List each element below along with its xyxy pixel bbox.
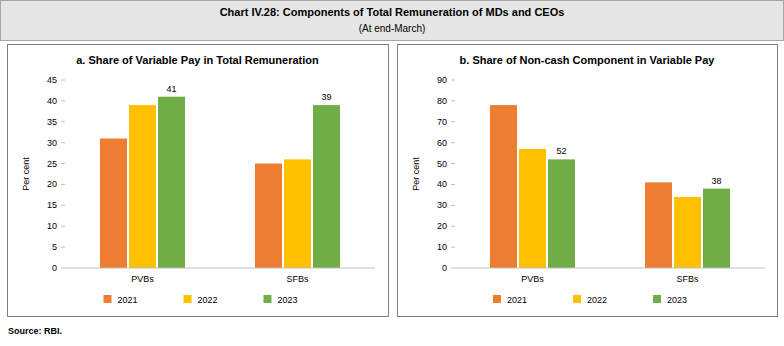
y-tick <box>61 121 65 122</box>
y-tick <box>451 100 455 101</box>
legend-label: 2023 <box>278 295 298 305</box>
y-tick <box>451 80 455 81</box>
bar <box>158 97 185 268</box>
y-tick-label: 10 <box>437 242 447 252</box>
y-tick <box>61 205 65 206</box>
y-tick-label: 25 <box>47 159 57 169</box>
y-tick-label: 40 <box>47 96 57 106</box>
legend-swatch <box>653 295 661 303</box>
x-tick-label: SFBs <box>676 274 699 284</box>
panel-frame <box>398 45 778 317</box>
panel-frame <box>8 45 389 317</box>
y-tick-label: 80 <box>437 96 447 106</box>
y-tick <box>61 184 65 185</box>
x-axis-line <box>65 268 375 269</box>
bar <box>490 105 517 268</box>
panel: a. Share of Variable Pay in Total Remune… <box>8 45 389 317</box>
bar <box>313 105 340 268</box>
legend-label: 2023 <box>667 295 687 305</box>
y-axis-label: Per cent <box>21 157 31 191</box>
legend-label: 2022 <box>198 295 218 305</box>
y-tick <box>61 247 65 248</box>
y-tick-label: 30 <box>47 138 57 148</box>
x-tick-label: PVBs <box>131 274 154 284</box>
y-tick <box>61 226 65 227</box>
y-tick-label: 40 <box>437 179 447 189</box>
y-tick <box>451 205 455 206</box>
bar <box>703 189 730 268</box>
y-tick <box>451 121 455 122</box>
y-tick-label: 10 <box>47 221 57 231</box>
y-tick <box>61 163 65 164</box>
legend-label: 2022 <box>587 295 607 305</box>
y-tick-label: 20 <box>47 179 57 189</box>
data-label: 52 <box>556 146 566 156</box>
y-tick-label: 15 <box>47 200 57 210</box>
bar <box>548 159 575 268</box>
y-tick-label: 50 <box>437 159 447 169</box>
bars <box>490 105 730 268</box>
title: Chart IV.28: Components of Total Remuner… <box>220 6 565 18</box>
legend-label: 2021 <box>118 295 138 305</box>
y-tick <box>451 268 455 269</box>
y-tick-label: 30 <box>437 200 447 210</box>
y-tick <box>451 247 455 248</box>
header-box <box>1 1 784 41</box>
panel-title: a. Share of Variable Pay in Total Remune… <box>76 54 319 66</box>
y-tick <box>61 80 65 81</box>
y-tick-label: 35 <box>47 117 57 127</box>
y-tick <box>61 100 65 101</box>
bar <box>645 182 672 268</box>
x-axis-line <box>455 268 765 269</box>
bar <box>284 159 311 268</box>
panel-title: b. Share of Non-cash Component in Variab… <box>460 54 716 66</box>
legend-swatch <box>573 295 581 303</box>
bar <box>674 197 701 268</box>
bar <box>100 138 127 268</box>
figure: Chart IV.28: Components of Total Remuner… <box>0 0 784 346</box>
legend-swatch <box>264 295 272 303</box>
data-label: 41 <box>166 84 176 94</box>
x-tick-label: PVBs <box>521 274 544 284</box>
y-tick <box>451 184 455 185</box>
y-tick-label: 20 <box>437 221 447 231</box>
panel: b. Share of Non-cash Component in Variab… <box>398 45 778 317</box>
y-tick <box>451 142 455 143</box>
bar <box>129 105 156 268</box>
subtitle: (At end-March) <box>359 23 426 34</box>
data-label: 38 <box>711 176 721 186</box>
legend-swatch <box>493 295 501 303</box>
legend-label: 2021 <box>507 295 527 305</box>
y-tick <box>451 163 455 164</box>
y-tick <box>451 226 455 227</box>
source: Source: RBI. <box>8 326 62 336</box>
y-tick <box>61 142 65 143</box>
data-label: 39 <box>321 92 331 102</box>
y-tick-label: 45 <box>47 75 57 85</box>
y-tick-label: 5 <box>52 242 57 252</box>
data-labels: 52 38 <box>556 146 721 185</box>
y-axis-label: Per cent <box>411 157 421 191</box>
y-tick-label: 90 <box>437 75 447 85</box>
legend-swatch <box>104 295 112 303</box>
y-tick <box>61 268 65 269</box>
y-tick-label: 60 <box>437 138 447 148</box>
bars <box>100 97 340 268</box>
x-tick-label: SFBs <box>286 274 309 284</box>
bar <box>519 149 546 268</box>
data-labels: 41 39 <box>166 84 331 102</box>
bar <box>255 164 282 268</box>
legend-swatch <box>184 295 192 303</box>
y-tick-label: 0 <box>442 263 447 273</box>
y-tick-label: 70 <box>437 117 447 127</box>
y-tick-label: 0 <box>52 263 57 273</box>
